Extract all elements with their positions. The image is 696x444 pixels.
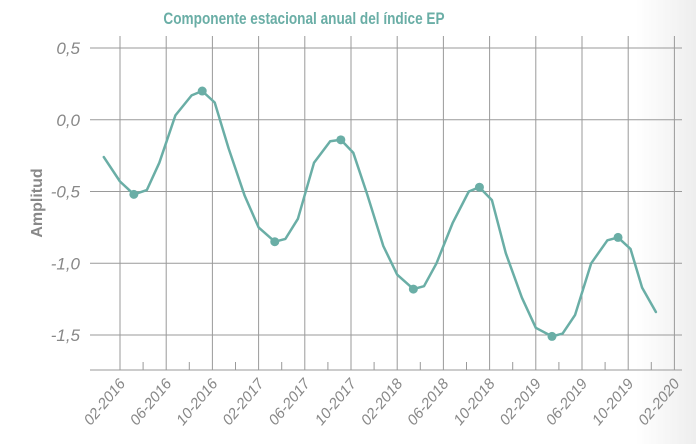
data-point [197,86,207,96]
data-point [474,182,484,192]
y-axis-label: Amplitud [29,168,46,237]
data-point [408,284,418,294]
x-tick-label: 02-2016 [81,375,130,429]
data-point [129,189,139,199]
y-tick-label: -1,0 [51,254,81,273]
y-tick-label: 0,0 [56,111,80,130]
x-tick-label: 02-2018 [358,375,407,429]
x-tick-label: 06-2016 [127,375,176,429]
x-tick-label: 06-2017 [265,375,314,429]
x-tick-label: 02-2017 [219,375,268,429]
x-tick-label: 10-2018 [450,375,499,429]
series-line [102,89,658,338]
data-point [336,135,346,145]
x-tick-label: 10-2019 [589,375,638,429]
x-tick-label: 06-2018 [404,375,453,429]
data-point [270,237,280,247]
x-tick-label: 02-2019 [496,375,545,429]
x-tick-label: 10-2016 [173,375,222,429]
data-point [613,232,623,242]
x-tick-label: 10-2017 [312,375,361,429]
data-point [547,331,557,341]
x-tick-label: 06-2019 [543,375,592,429]
y-tick-label: -1,5 [51,326,81,345]
x-tick-label: 02-2020 [635,375,684,429]
chart-title: Componente estacional anual del índice E… [163,9,445,28]
y-tick-label: -0,5 [51,183,81,202]
y-tick-label: 0,5 [56,39,80,58]
